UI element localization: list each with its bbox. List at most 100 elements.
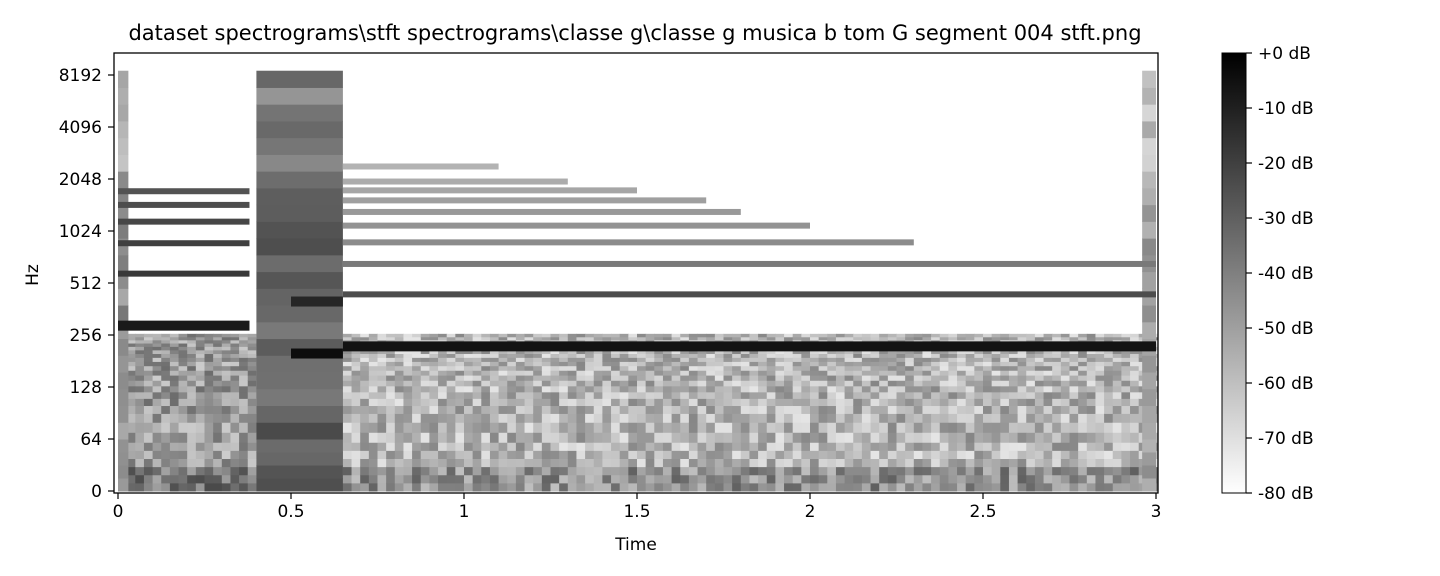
onset-cell [118,452,129,466]
noise-cell [230,474,240,484]
noise-cell [1043,391,1053,399]
noise-cell [559,413,569,423]
noise-cell [792,370,802,376]
noise-cell [187,375,197,381]
noise-cell [723,442,733,451]
noise-cell [835,413,846,423]
noise-cell [1104,450,1114,459]
noise-cell [723,432,733,443]
noise-cell [740,370,750,376]
noise-cell [766,474,776,484]
noise-cell [368,432,378,443]
noise-cell [991,466,1001,476]
noise-cell [126,375,136,381]
noise-cell [498,466,508,476]
noise-cell [1156,450,1158,459]
noise-cell [1112,466,1122,476]
noise-cell [247,413,257,423]
noise-cell [1104,353,1114,358]
noise-cell [351,405,361,414]
noise-cell [688,370,699,376]
noise-cell [472,482,482,492]
noise-cell [247,375,257,381]
noise-cell [697,361,707,367]
noise-cell [1069,336,1079,341]
noise-cell [221,391,231,399]
noise-cell [213,361,223,367]
noise-cell [403,398,413,407]
noise-cell [662,361,673,367]
noise-cell [1121,353,1131,358]
noise-cell [827,474,837,484]
noise-cell [965,380,975,387]
noise-cell [1130,357,1140,362]
noise-cell [688,380,699,387]
noise-cell [567,353,577,358]
noise-cell [662,385,673,393]
noise-cell [1130,466,1140,476]
onset-cell [256,204,343,222]
noise-cell [948,375,958,381]
noise-cell [602,466,612,476]
noise-cell [187,474,197,484]
noise-cell [1112,361,1122,367]
noise-cell [810,365,820,371]
noise-cell [169,333,180,338]
noise-cell [974,474,984,484]
noise-cell [247,365,257,371]
noise-cell [905,432,915,443]
noise-cell [135,343,145,347]
noise-cell [602,385,612,393]
noise-cell [671,380,681,387]
noise-cell [455,432,465,443]
noise-cell [576,474,586,484]
noise-cell [342,442,353,451]
harmonic-band [342,260,1156,267]
noise-cell [515,380,526,387]
noise-cell [187,398,197,407]
noise-cell [948,370,958,376]
noise-cell [671,442,681,451]
noise-cell [662,333,673,338]
noise-cell [1017,365,1027,371]
noise-cell [559,458,569,468]
noise-cell [126,385,136,393]
noise-cell [766,365,776,371]
noise-cell [810,385,820,393]
noise-cell [706,405,716,414]
noise-cell [688,422,699,433]
noise-cell [420,357,430,362]
noise-cell [446,357,456,362]
noise-cell [896,442,906,451]
noise-cell [706,357,716,362]
noise-cell [1112,349,1122,355]
noise-cell [645,398,655,407]
noise-cell [740,474,750,484]
noise-cell [386,361,396,367]
noise-cell [126,380,136,387]
noise-cell [187,482,197,492]
noise-cell [472,336,482,341]
noise-cell [628,380,638,387]
noise-cell [758,482,768,492]
noise-cell [360,375,370,381]
noise-cell [1156,346,1158,351]
noise-cell [576,391,586,399]
noise-cell [429,482,439,492]
noise-cell [974,398,984,407]
noise-cell [489,361,500,367]
noise-cell [939,450,949,459]
noise-cell [161,413,171,423]
noise-cell [464,482,474,492]
noise-cell [420,380,430,387]
noise-cell [879,398,889,407]
noise-cell [810,405,820,414]
noise-cell [697,422,707,433]
onset-cell [118,137,129,155]
noise-cell [1121,482,1131,492]
noise-cell [161,398,171,407]
noise-cell [948,349,958,355]
noise-cell [1052,450,1062,459]
noise-cell [541,375,551,381]
noise-cell [835,405,846,414]
